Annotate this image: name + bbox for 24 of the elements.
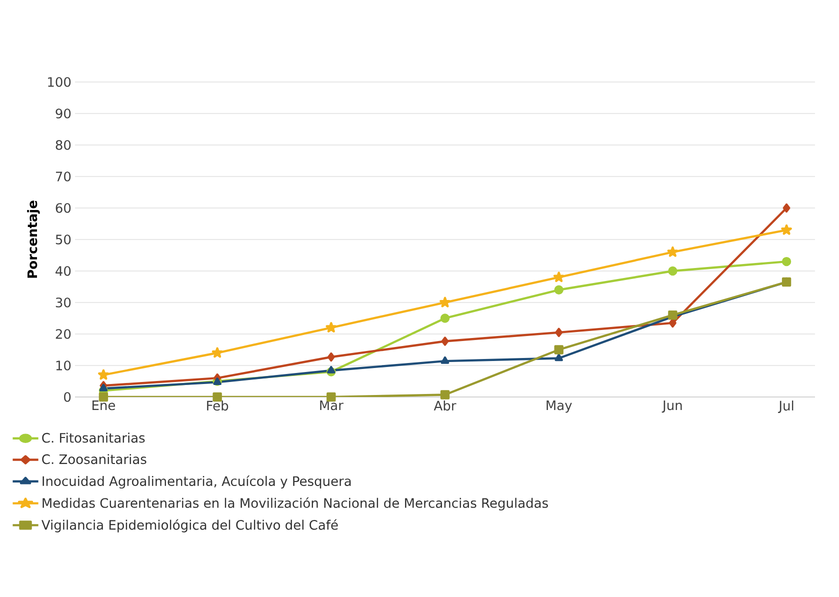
y-tick-label: 60 [56, 203, 71, 213]
y-tick-label: 30 [56, 298, 71, 308]
legend-label: Medidas Cuarentenarias en la Movilización Nacional de Mercancias Reguladas [42, 497, 548, 510]
legend-label: Inocuidad Agroalimentaria, Acuícola y Pesquera [42, 475, 351, 489]
y-tick-label: 10 [56, 360, 71, 370]
x-tick-label: Ene [92, 400, 116, 410]
x-tick-label: Jul [778, 400, 794, 413]
y-tick-label: 40 [56, 266, 71, 276]
x-tick-label: Mar [320, 400, 344, 410]
y-tick-label: 90 [56, 108, 71, 118]
legend-label: C. Fitosanitarias [42, 432, 145, 443]
x-tick-label: May [546, 400, 572, 413]
x-tick-label: Feb [207, 400, 228, 411]
y-tick-label: 70 [56, 172, 71, 182]
y-tick-label: 100 [48, 77, 71, 87]
x-tick-label: Abr [434, 400, 456, 411]
y-tick-label: 20 [56, 329, 71, 339]
x-tick-label: Jun [662, 400, 682, 413]
y-tick-label: 0 [64, 392, 71, 402]
y-tick-label: 50 [56, 234, 71, 244]
legend-label: C. Zoosanitarias [42, 454, 146, 464]
y-tick-label: 80 [56, 140, 71, 150]
legend-label: Vigilancia Epidemiológica del Cultivo del Café [42, 519, 338, 532]
y-axis-title: Porcentaje [27, 200, 40, 278]
